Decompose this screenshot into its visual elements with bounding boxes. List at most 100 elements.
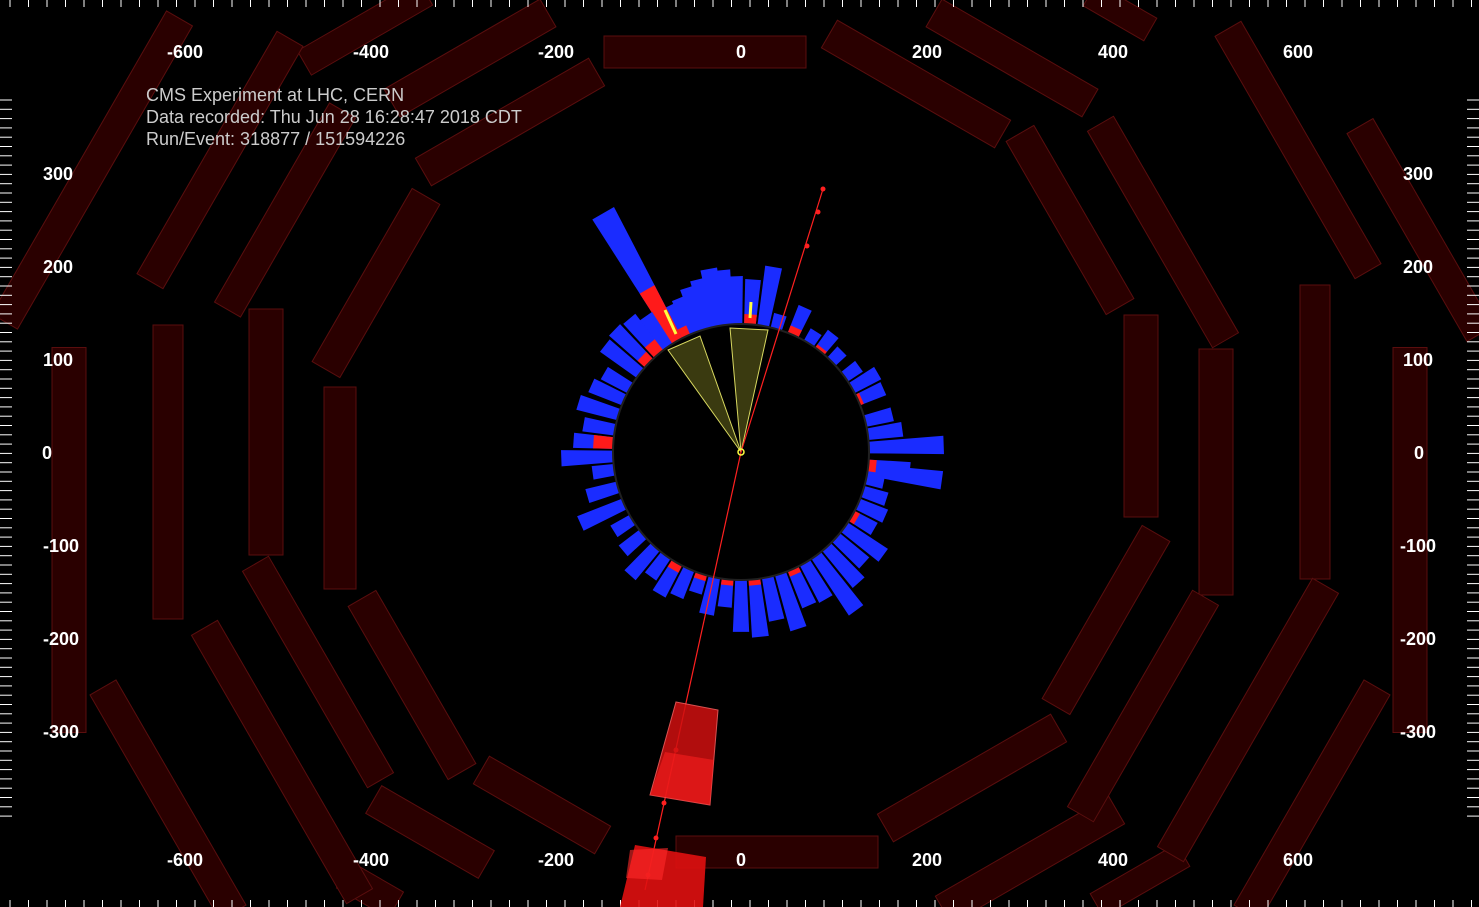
ecal-tower: [787, 325, 802, 338]
hcal-tower: [576, 394, 621, 421]
muon-track: [740, 188, 824, 453]
y-tick-label-right: -100: [1400, 536, 1436, 556]
hcal-tower: [761, 575, 785, 622]
jet-cones: [663, 301, 769, 453]
y-tick-label-left: -300: [43, 722, 79, 742]
hcal-tower: [863, 407, 894, 427]
x-tick-label-bottom: -400: [353, 850, 389, 870]
muon-chamber: [0, 10, 194, 330]
hcal-tower: [744, 279, 761, 325]
experiment-label: CMS Experiment at LHC, CERN: [146, 85, 405, 105]
muon-chamber: [1214, 20, 1382, 280]
hcal-tower: [811, 552, 864, 616]
hcal-tower: [671, 295, 699, 336]
hcal-tower: [864, 472, 886, 489]
muon-chamber: [347, 589, 477, 781]
hcal-tower: [588, 378, 627, 406]
hcal-tower: [680, 285, 708, 333]
hcal-tower: [855, 498, 889, 523]
x-tick-label-top: 200: [912, 42, 942, 62]
hcal-tower: [582, 417, 617, 436]
ecal-tower: [693, 571, 708, 582]
hcal-tower: [561, 450, 614, 467]
run-event-id: Run/Event: 318877 / 151594226: [146, 129, 406, 149]
muon-chamber: [1346, 117, 1479, 343]
hcal-tower: [624, 543, 660, 581]
muon-chamber: [241, 555, 395, 789]
hcal-tower: [841, 522, 888, 562]
hcal-tower: [868, 435, 944, 455]
hcal-tower: [591, 464, 616, 480]
hcal-tower: [832, 533, 870, 569]
y-tick-label-left: 0: [42, 443, 52, 463]
muon-chamber: [311, 187, 441, 379]
hcal-tower: [690, 277, 716, 330]
axis-labels: -600 -400 -200 0 200 400 600 -600 -400 -…: [42, 42, 1436, 870]
y-tick-label-left: 200: [43, 257, 73, 277]
muon-chamber: [1392, 347, 1428, 733]
hcal-tower: [866, 422, 904, 440]
hcal-tower: [799, 559, 833, 603]
hcal-tower: [822, 543, 865, 589]
hcal-tower: [644, 552, 671, 581]
recorded-date: Data recorded: Thu Jun 28 16:28:47 2018 …: [146, 107, 522, 127]
hcal-tower: [757, 265, 783, 328]
x-tick-label-bottom: -200: [538, 850, 574, 870]
hcal-tower: [670, 566, 695, 600]
muon-tracks: [620, 186, 826, 907]
muon-chamber: [365, 784, 495, 880]
y-tick-label-left: -100: [43, 536, 79, 556]
muon-chamber: [1086, 115, 1240, 349]
y-tick-label-right: -200: [1400, 629, 1436, 649]
y-tick-label-right: 300: [1403, 164, 1433, 184]
muon-chamber: [1156, 577, 1340, 863]
jet-energy-bar: [748, 301, 753, 319]
hcal-tower: [577, 498, 627, 531]
muon-segment-box: [650, 752, 714, 805]
y-tick-label-right: 0: [1414, 443, 1424, 463]
muon-chamber: [820, 19, 1012, 149]
hcal-tower: [860, 485, 889, 506]
hcal-tower: [748, 578, 769, 638]
hcal-tower: [585, 481, 620, 504]
muon-chamber: [1041, 524, 1171, 716]
muon-chamber: [296, 0, 434, 76]
muon-chamber: [248, 308, 284, 556]
hcal-tower: [855, 382, 887, 406]
jet-cone: [729, 327, 769, 453]
muon-chamber: [675, 835, 879, 869]
muon-chamber: [1198, 348, 1234, 596]
muon-chamber: [1005, 124, 1135, 316]
muon-chamber: [925, 0, 1099, 118]
muon-chamber: [152, 324, 184, 620]
x-tick-label-bottom: 0: [736, 850, 746, 870]
x-tick-label-bottom: 600: [1283, 850, 1313, 870]
event-info: CMS Experiment at LHC, CERN Data recorde…: [146, 84, 522, 150]
x-tick-label-bottom: 400: [1098, 850, 1128, 870]
hcal-tower: [774, 571, 807, 632]
y-tick-label-left: 100: [43, 350, 73, 370]
muon-chamber: [213, 102, 357, 318]
hcal-tower: [787, 566, 817, 609]
ecal-tower: [639, 285, 683, 345]
muon-chamber: [136, 30, 304, 290]
muon-chamber: [89, 679, 247, 907]
hcal-tower: [618, 529, 647, 557]
muon-chamber: [190, 619, 374, 905]
ecal-tower: [848, 510, 860, 525]
y-tick-label-left: -200: [43, 629, 79, 649]
hcal-tower: [732, 579, 750, 632]
ecal-tower: [867, 459, 877, 473]
muon-hit: [804, 243, 810, 249]
muon-segment-box: [626, 848, 668, 880]
y-tick-label-left: 300: [43, 164, 73, 184]
muon-chamber: [383, 0, 557, 118]
muon-hit: [653, 835, 659, 841]
jet-cone: [667, 335, 742, 453]
y-tick-label-right: 100: [1403, 350, 1433, 370]
ecal-tower: [637, 351, 654, 368]
primary-vertex: [737, 448, 745, 456]
x-tick-label-top: -400: [353, 42, 389, 62]
muon-chamber: [414, 57, 606, 187]
